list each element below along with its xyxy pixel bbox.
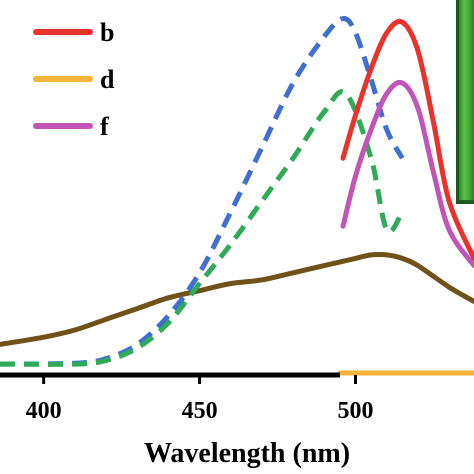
legend-label-d: d [100,65,115,94]
x-tick-label-450: 450 [182,398,218,424]
series-line-f [340,79,474,269]
series-line-dashed-4 [0,89,405,367]
series-line-b [340,18,474,261]
x-axis: 4004505005 [0,372,374,424]
legend: bdf [33,18,115,141]
plot-area [0,16,474,376]
inset-photo [456,0,474,204]
legend-label-f: f [100,112,109,141]
x-tick-label-500: 500 [338,398,374,424]
x-tick-label-400: 400 [26,398,62,424]
series-line-curve-5 [0,251,474,347]
legend-label-b: b [100,18,114,47]
series-line-dashed-3 [0,16,405,367]
x-axis-title: Wavelength (nm) [144,438,350,469]
inset-photo-vial [459,0,474,200]
